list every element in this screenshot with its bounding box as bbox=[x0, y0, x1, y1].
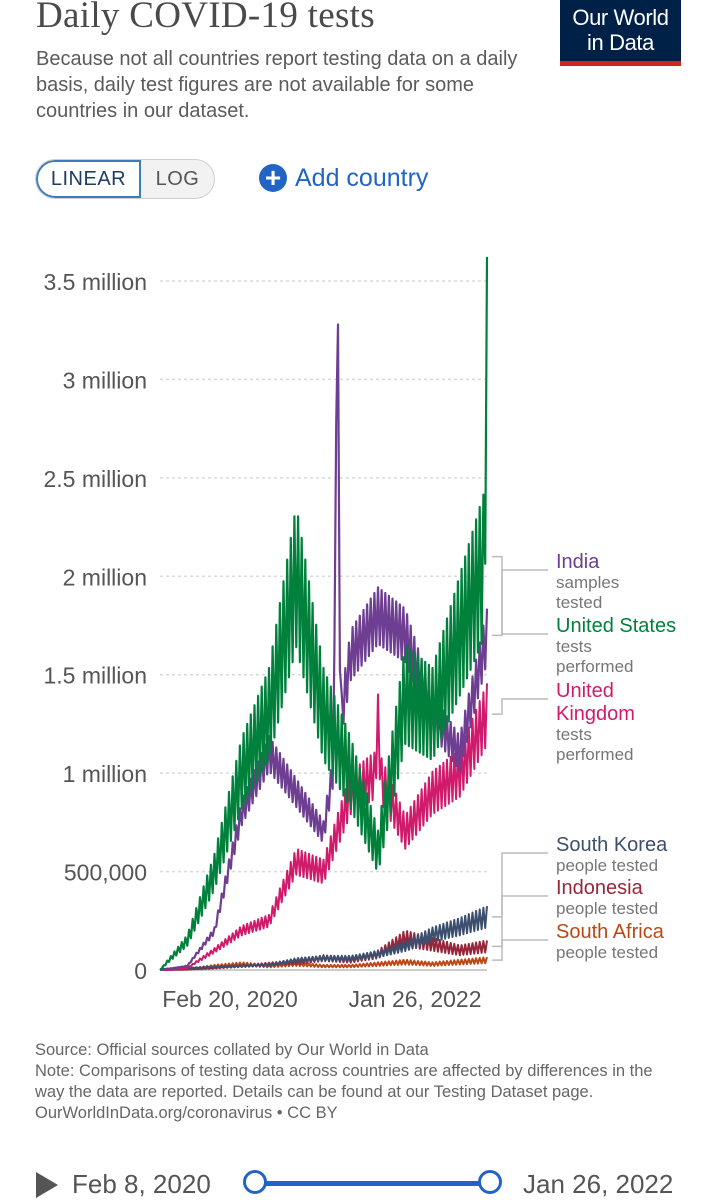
chart-footer: Source: Official sources collated by Our… bbox=[35, 1040, 675, 1124]
logo-line-2: in Data bbox=[587, 30, 654, 55]
series-line bbox=[159, 256, 489, 971]
legend-series-name: South Korea bbox=[556, 834, 668, 856]
legend-series-metric: tested bbox=[556, 593, 602, 612]
line-chart: 0 500,000 1 million 1.5 million 2 million 2.5… bbox=[43, 256, 676, 1012]
legend-series-metric: performed bbox=[556, 657, 633, 676]
y-tick-label: 1.5 million bbox=[43, 663, 147, 689]
owid-logo[interactable]: Our World in Data bbox=[560, 0, 681, 66]
timeline-track[interactable] bbox=[256, 1181, 490, 1186]
timeline-start-handle[interactable] bbox=[243, 1170, 267, 1194]
source-text: Source: Official sources collated by Our… bbox=[35, 1041, 429, 1059]
legend-series-metric: tests bbox=[556, 637, 592, 656]
legend-connector bbox=[492, 569, 548, 637]
series-line bbox=[159, 683, 488, 971]
legend-series-metric: tests bbox=[556, 725, 592, 744]
legend-connector bbox=[492, 555, 548, 635]
y-tick-label: 1 million bbox=[63, 761, 147, 787]
plus-circle-icon: + bbox=[259, 164, 287, 192]
legend-series-name: Indonesia bbox=[556, 877, 644, 899]
timeline-end-label: Jan 26, 2022 bbox=[523, 1169, 674, 1199]
scale-toggle: LINEAR LOG bbox=[35, 159, 215, 199]
legend-connector bbox=[492, 852, 548, 918]
add-country-label: Add country bbox=[295, 163, 429, 192]
x-tick-label: Feb 20, 2020 bbox=[162, 986, 298, 1012]
linear-scale-button[interactable]: LINEAR bbox=[36, 160, 141, 198]
legend-series-name: United States bbox=[556, 615, 676, 637]
legend-series-metric: samples bbox=[556, 573, 619, 592]
play-icon[interactable] bbox=[36, 1172, 58, 1198]
page-title: Daily COVID-19 tests bbox=[36, 0, 375, 36]
x-tick-label: Jan 26, 2022 bbox=[348, 986, 481, 1012]
legend-series-name: India bbox=[556, 551, 600, 573]
y-tick-label: 3.5 million bbox=[43, 269, 147, 295]
legend-series-metric: people tested bbox=[556, 899, 658, 918]
legend-series-metric: people tested bbox=[556, 943, 658, 962]
license-text[interactable]: OurWorldInData.org/coronavirus • CC BY bbox=[35, 1104, 338, 1122]
series-line bbox=[159, 323, 489, 972]
logo-line-1: Our World bbox=[572, 5, 669, 30]
series-line bbox=[159, 906, 488, 971]
y-tick-label: 0 bbox=[134, 958, 147, 984]
legend-series-metric: performed bbox=[556, 745, 633, 764]
legend-series-name: United bbox=[556, 680, 614, 702]
y-tick-label: 500,000 bbox=[64, 860, 147, 886]
legend-connector bbox=[492, 939, 548, 961]
legend-connector bbox=[492, 895, 548, 948]
add-country-button[interactable]: + Add country bbox=[259, 160, 428, 196]
legend-series-metric: people tested bbox=[556, 856, 658, 875]
y-tick-label: 3 million bbox=[63, 367, 147, 393]
legend-series-name: South Africa bbox=[556, 921, 665, 943]
legend-connector bbox=[492, 698, 548, 715]
log-scale-button[interactable]: LOG bbox=[155, 167, 200, 190]
legend-series-name: Kingdom bbox=[556, 703, 635, 725]
y-tick-label: 2 million bbox=[63, 564, 147, 590]
timeline-slider: Feb 8, 2020 Jan 26, 2022 bbox=[0, 1160, 716, 1200]
note-text: Note: Comparisons of testing data across… bbox=[35, 1062, 653, 1101]
timeline-start-label: Feb 8, 2020 bbox=[72, 1169, 211, 1199]
y-tick-label: 2.5 million bbox=[43, 466, 147, 492]
series-line bbox=[160, 956, 488, 971]
timeline-end-handle[interactable] bbox=[478, 1170, 502, 1194]
chart-subtitle: Because not all countries report testing… bbox=[36, 48, 518, 122]
